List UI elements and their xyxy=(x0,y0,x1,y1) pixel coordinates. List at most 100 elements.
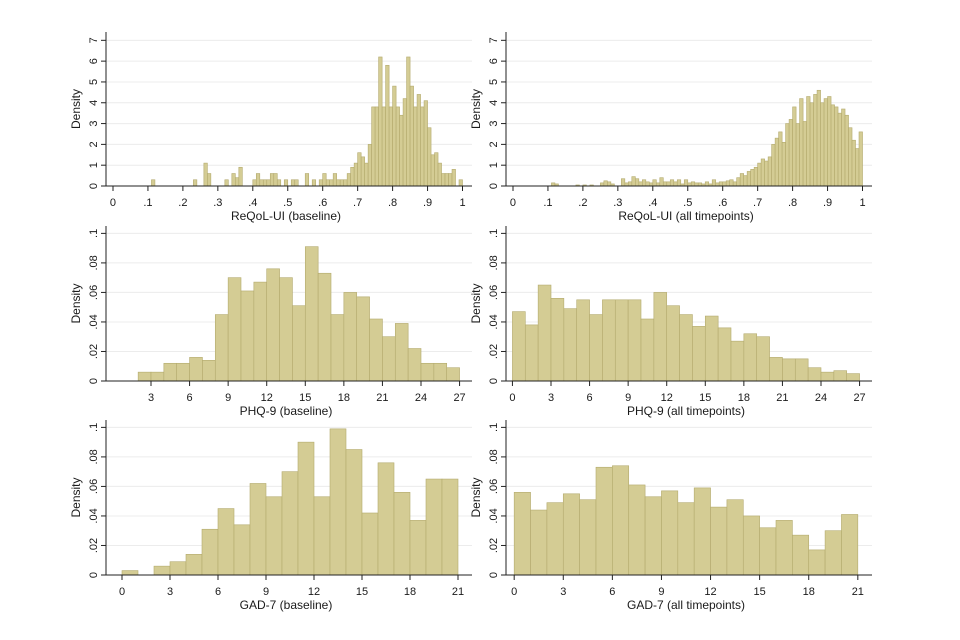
histogram-bar xyxy=(718,181,723,187)
y-tick-label: .02 xyxy=(488,538,500,553)
histogram-bar xyxy=(189,357,203,382)
y-tick-label: .04 xyxy=(488,508,500,523)
y-tick-label: .08 xyxy=(488,255,500,270)
x-tick-label: 27 xyxy=(853,392,865,404)
histogram-bar xyxy=(729,179,734,187)
histogram-bar xyxy=(767,156,772,187)
histogram-bar xyxy=(759,527,777,576)
histogram-bar xyxy=(423,100,428,187)
histogram-bar xyxy=(808,549,826,576)
histogram-bar xyxy=(771,144,776,187)
x-tick-label: 1 xyxy=(459,197,465,209)
y-tick-label: .06 xyxy=(488,479,500,494)
histogram-bar xyxy=(235,177,240,187)
histogram-bar xyxy=(661,490,679,576)
histogram-bar xyxy=(725,180,730,187)
histogram-bar xyxy=(512,311,526,382)
histogram-bar xyxy=(176,362,190,382)
y-tick-label: .04 xyxy=(88,508,100,523)
histogram-bar xyxy=(830,104,835,187)
y-tick-label: .08 xyxy=(88,255,100,270)
x-tick-label: 0 xyxy=(511,586,517,598)
histogram-bar xyxy=(602,299,616,382)
histogram-bar xyxy=(217,508,235,576)
histogram-bar xyxy=(677,502,695,576)
histogram-bar xyxy=(795,123,800,187)
histogram-bar xyxy=(753,166,758,187)
histogram-bar xyxy=(546,502,564,576)
histogram-bar xyxy=(266,268,280,382)
histogram-bar xyxy=(448,173,453,187)
histogram-panel-3: 0 .02 .04 .06 .08 .1 3 6 9 12 15 18 21 24 27 PHQ-9 (bas… xyxy=(69,226,472,418)
histogram-bar xyxy=(227,277,242,382)
x-tick-label: .3 xyxy=(613,197,622,209)
y-tick-label: .1 xyxy=(488,423,500,432)
histogram-bar xyxy=(137,371,152,382)
histogram-bar xyxy=(214,314,229,382)
histogram-bar xyxy=(666,305,680,382)
y-tick-label: 7 xyxy=(488,37,500,43)
x-tick-label: 3 xyxy=(548,392,554,404)
y-tick-label: .06 xyxy=(88,479,100,494)
histogram-bar xyxy=(635,178,640,187)
histogram-bar xyxy=(276,179,282,187)
y-tick-label: .1 xyxy=(88,423,100,432)
histogram-bar xyxy=(304,173,310,187)
histogram-bar xyxy=(273,173,278,187)
histogram-bar xyxy=(781,141,786,187)
histogram-panel-4: 0 .02 .04 .06 .08 .1 0 3 6 9 12 15 18 21 24 27 PHQ-9 (al… xyxy=(469,226,872,418)
histogram-bar xyxy=(693,487,711,576)
histogram-bar xyxy=(283,179,289,187)
histogram-bar xyxy=(513,492,531,576)
x-tick-label: 6 xyxy=(609,586,615,598)
x-tick-label: 21 xyxy=(376,392,388,404)
histogram-bar xyxy=(350,166,355,187)
histogram-bar xyxy=(730,340,745,382)
histogram-bar xyxy=(757,162,762,187)
y-axis-title: Density xyxy=(69,283,83,323)
histogram-bar xyxy=(402,98,407,187)
x-tick-label: .7 xyxy=(353,197,362,209)
histogram-bar xyxy=(834,106,839,187)
histogram-bar xyxy=(294,179,299,187)
x-tick-label: 3 xyxy=(167,586,173,598)
y-tick-label: 0 xyxy=(488,183,500,189)
histogram-bar xyxy=(382,336,396,382)
histogram-bar xyxy=(679,314,693,382)
x-tick-label: 9 xyxy=(263,586,269,598)
x-tick-label: 12 xyxy=(704,586,716,598)
histogram-bar xyxy=(855,148,860,187)
y-tick-label: .02 xyxy=(488,344,500,359)
histogram-bar xyxy=(409,520,427,576)
histogram-bar xyxy=(329,428,347,576)
x-tick-label: .1 xyxy=(143,197,152,209)
x-tick-label: .4 xyxy=(248,197,257,209)
histogram-bar xyxy=(329,179,334,187)
y-tick-label: 0 xyxy=(88,378,100,384)
histogram-bar xyxy=(395,106,400,187)
histogram-bar xyxy=(704,315,719,382)
histogram-bar xyxy=(356,296,370,382)
histogram-bar xyxy=(659,177,664,187)
y-tick-label: .06 xyxy=(88,285,100,300)
histogram-bar xyxy=(841,108,846,187)
x-tick-label: 21 xyxy=(452,586,464,598)
histogram-bar xyxy=(837,112,842,187)
x-axis-title: ReQoL-UI (baseline) xyxy=(231,209,341,223)
histogram-bar xyxy=(458,179,463,187)
y-tick-label: 4 xyxy=(488,100,500,106)
histogram-bar xyxy=(407,348,422,382)
histogram-bar xyxy=(595,466,613,576)
histogram-bar xyxy=(262,179,268,187)
histogram-bar xyxy=(530,509,548,576)
x-tick-label: 15 xyxy=(299,392,311,404)
y-tick-label: 0 xyxy=(88,572,100,578)
x-tick-label: 9 xyxy=(658,586,664,598)
histogram-bar xyxy=(202,360,216,382)
histogram-bar xyxy=(550,298,565,382)
histogram-bar xyxy=(858,131,863,187)
y-axis-title: Density xyxy=(469,89,483,129)
histogram-bar xyxy=(121,570,139,576)
histogram-bar xyxy=(809,102,814,187)
x-tick-label: 18 xyxy=(404,586,416,598)
